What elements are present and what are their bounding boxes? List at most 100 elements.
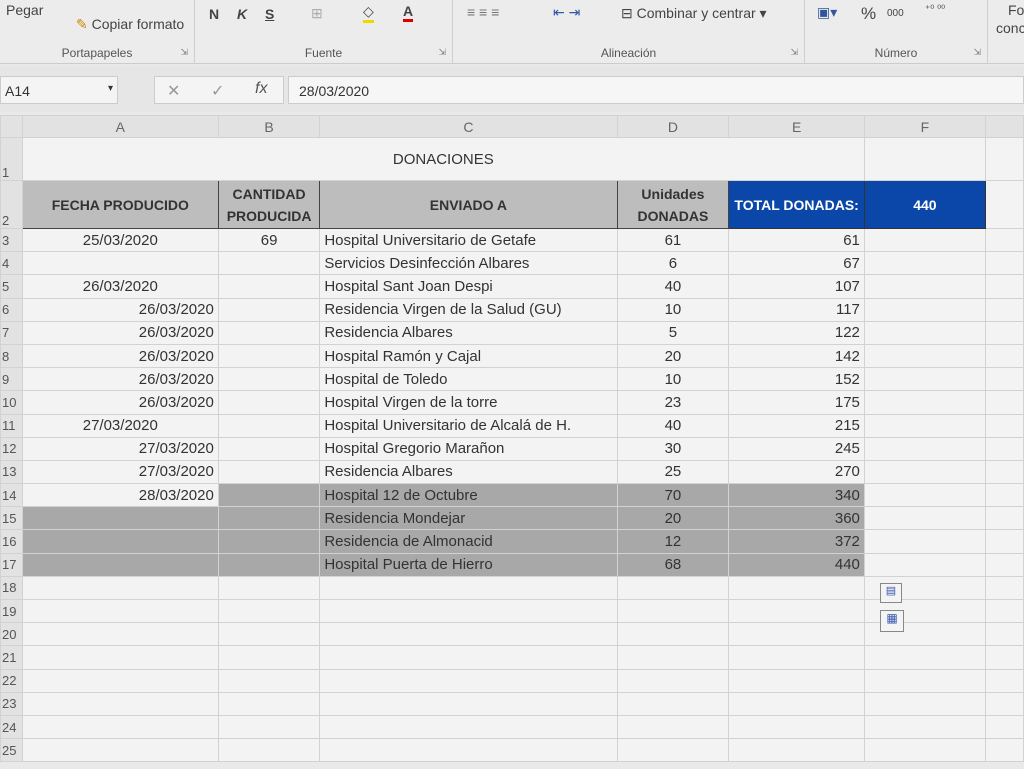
cell[interactable]: Hospital Ramón y Cajal: [319, 343, 618, 369]
cell[interactable]: 26/03/2020: [21, 367, 219, 392]
bold-button[interactable]: N: [209, 6, 220, 22]
cell[interactable]: [984, 552, 1024, 577]
cell[interactable]: [217, 738, 321, 763]
cell[interactable]: [21, 529, 219, 554]
cell[interactable]: Hospital Virgen de la torre: [319, 390, 618, 415]
cell[interactable]: 68: [616, 552, 730, 577]
cell[interactable]: [728, 622, 865, 647]
cell[interactable]: [217, 645, 321, 670]
cell[interactable]: [984, 738, 1024, 763]
cell[interactable]: [984, 645, 1024, 670]
cell[interactable]: [21, 668, 219, 693]
dialog-launcher-icon[interactable]: ⇲: [438, 47, 446, 57]
cell[interactable]: [728, 691, 865, 716]
cell[interactable]: [863, 552, 986, 577]
cell[interactable]: 360: [728, 506, 865, 531]
cell[interactable]: [217, 413, 321, 438]
cell[interactable]: [863, 691, 986, 716]
row-header[interactable]: 18: [0, 575, 23, 601]
insert-function-icon[interactable]: fx: [255, 80, 268, 97]
cell[interactable]: [984, 367, 1024, 392]
cell[interactable]: [21, 714, 219, 740]
cell[interactable]: 215: [728, 413, 865, 438]
cell[interactable]: Hospital Universitario de Alcalá de H.: [319, 413, 618, 438]
cell[interactable]: [863, 413, 986, 438]
cell[interactable]: Residencia de Almonacid: [319, 529, 618, 554]
cell[interactable]: [21, 575, 219, 601]
cell[interactable]: 340: [728, 483, 865, 508]
cell[interactable]: 25/03/2020: [21, 227, 219, 253]
cell[interactable]: [984, 668, 1024, 693]
cell[interactable]: 175: [728, 390, 865, 415]
merge-center-button[interactable]: ⊟ Combinar y centrar ▾: [621, 5, 767, 21]
cell[interactable]: 20: [616, 506, 730, 531]
cell[interactable]: Servicios Desinfección Albares: [319, 251, 618, 276]
cell[interactable]: [984, 506, 1024, 531]
cell[interactable]: 23: [616, 390, 730, 415]
column-header-C[interactable]: C: [319, 115, 618, 138]
cell[interactable]: [217, 343, 321, 369]
column-header-F[interactable]: F: [863, 115, 986, 138]
header-cell[interactable]: 440: [863, 180, 986, 229]
cell[interactable]: [863, 390, 986, 415]
cell[interactable]: [217, 320, 321, 345]
cell[interactable]: 10: [616, 367, 730, 392]
column-header-B[interactable]: B: [217, 115, 321, 138]
cell[interactable]: 27/03/2020: [21, 413, 219, 438]
cell[interactable]: Residencia Albares: [319, 459, 618, 485]
currency-icon[interactable]: ▣▾: [817, 4, 838, 20]
cell[interactable]: [863, 343, 986, 369]
dialog-launcher-icon[interactable]: ⇲: [790, 47, 798, 57]
cell[interactable]: [984, 297, 1024, 322]
cell[interactable]: [863, 297, 986, 322]
enter-icon[interactable]: ✓: [211, 83, 225, 100]
cell[interactable]: [616, 598, 730, 624]
cell[interactable]: [984, 483, 1024, 508]
cell[interactable]: [984, 343, 1024, 369]
cell[interactable]: [728, 738, 865, 763]
styles-partial[interactable]: Fo: [1008, 2, 1024, 18]
format-painter-button[interactable]: ✎ Copiar formato: [76, 16, 185, 32]
cell[interactable]: 26/03/2020: [21, 297, 219, 322]
cell[interactable]: [217, 529, 321, 554]
cell[interactable]: [217, 367, 321, 392]
cell[interactable]: [319, 738, 618, 763]
font-color-icon[interactable]: A: [403, 3, 414, 22]
row-header[interactable]: 16: [0, 529, 23, 554]
cell[interactable]: [984, 575, 1024, 601]
row-header[interactable]: 21: [0, 645, 23, 670]
cell[interactable]: 27/03/2020: [21, 436, 219, 461]
column-header-A[interactable]: A: [21, 115, 219, 138]
cancel-icon[interactable]: ✕: [167, 83, 181, 100]
select-all-corner[interactable]: [0, 115, 23, 138]
cell[interactable]: [984, 691, 1024, 716]
indent-icons[interactable]: ⇤ ⇥: [553, 4, 581, 20]
cell[interactable]: [217, 622, 321, 647]
cell[interactable]: [863, 320, 986, 345]
header-cell[interactable]: CANTIDAD PRODUCIDA: [217, 180, 321, 229]
cell[interactable]: [863, 668, 986, 693]
row-header[interactable]: 4: [0, 251, 23, 276]
cell[interactable]: [319, 691, 618, 716]
row-header[interactable]: 9: [0, 367, 23, 392]
cell[interactable]: [728, 645, 865, 670]
row-header[interactable]: 22: [0, 668, 23, 693]
row-header[interactable]: 24: [0, 714, 23, 740]
sheet-title-cell[interactable]: DONACIONES: [21, 137, 865, 181]
row-header[interactable]: 2: [0, 180, 23, 229]
cell[interactable]: Hospital Puerta de Hierro: [319, 552, 618, 577]
header-cell[interactable]: TOTAL DONADAS:: [728, 180, 865, 229]
chevron-down-icon[interactable]: ▾: [107, 83, 113, 94]
cell[interactable]: 372: [728, 529, 865, 554]
cell[interactable]: [863, 714, 986, 740]
cell[interactable]: [217, 297, 321, 322]
cell[interactable]: [863, 251, 986, 276]
cell[interactable]: [863, 137, 986, 181]
cell[interactable]: 142: [728, 343, 865, 369]
cell[interactable]: 40: [616, 413, 730, 438]
cell[interactable]: [319, 575, 618, 601]
row-header[interactable]: 8: [0, 343, 23, 369]
row-header[interactable]: 23: [0, 691, 23, 716]
cell[interactable]: [217, 251, 321, 276]
cell[interactable]: [984, 622, 1024, 647]
